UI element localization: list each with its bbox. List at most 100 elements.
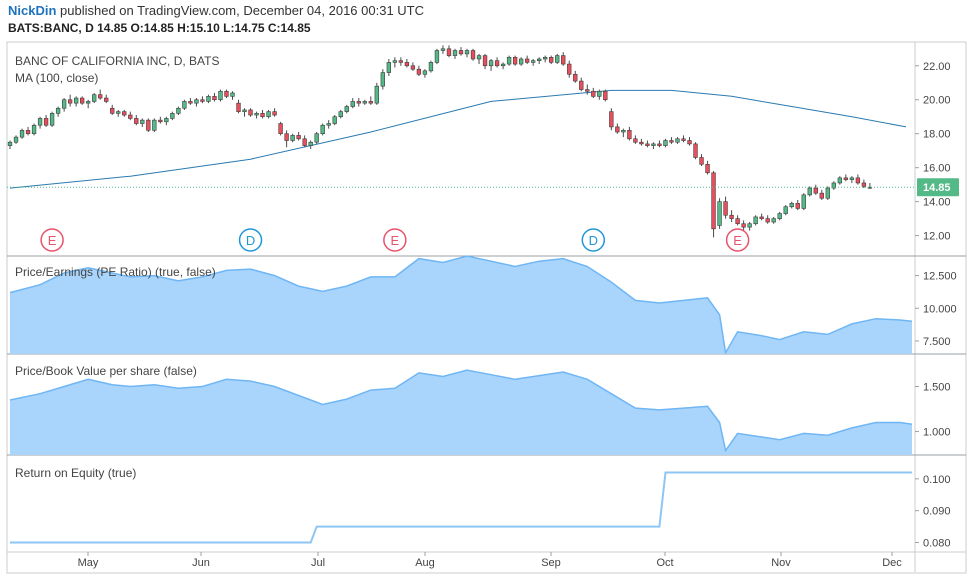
- candle: [110, 104, 115, 116]
- candle-body: [134, 118, 139, 124]
- candle-body: [350, 101, 355, 107]
- candle: [512, 55, 518, 66]
- candle: [753, 215, 758, 226]
- author-link[interactable]: NickDin: [8, 3, 57, 18]
- event-circle: [581, 228, 606, 252]
- candle: [272, 108, 277, 117]
- ma-100-line: [9, 89, 907, 189]
- candle-body: [278, 123, 283, 135]
- candle: [789, 201, 794, 209]
- x-tick-label: Sep: [541, 557, 561, 569]
- y-tick-label: 0.100: [923, 474, 951, 486]
- candle-body: [579, 80, 584, 90]
- price-book-pane[interactable]: 1.500 1.000: [9, 369, 951, 455]
- candle-body: [765, 218, 770, 223]
- candle-body: [212, 96, 217, 101]
- candle: [398, 57, 404, 66]
- candle-body: [747, 223, 752, 228]
- y-tick-label: 0.080: [923, 537, 951, 549]
- publish-line: NickDin published on TradingView.com, De…: [8, 3, 424, 18]
- candle-body: [627, 130, 632, 140]
- roe-pane[interactable]: 0.100 0.090 0.080: [10, 471, 951, 550]
- candle: [627, 126, 632, 141]
- candle: [807, 186, 812, 197]
- pb-pane-title: Price/Book Value per share (false): [15, 364, 197, 378]
- candle-body: [416, 68, 422, 75]
- candle-body: [19, 130, 25, 138]
- candle-body: [681, 138, 686, 141]
- candle: [19, 128, 25, 139]
- y-tick-label: 7.500: [923, 336, 951, 348]
- candle-body: [621, 130, 626, 133]
- candle: [849, 176, 855, 183]
- candle-body: [55, 107, 61, 114]
- candle: [759, 213, 764, 221]
- candle: [783, 205, 788, 216]
- candle-body: [573, 73, 578, 82]
- candle-body: [759, 216, 764, 219]
- event-circle: [40, 228, 64, 252]
- pe-ratio-pane[interactable]: 12.500 10.000 7.500: [9, 255, 957, 355]
- candle-body: [122, 111, 127, 116]
- candle: [7, 140, 13, 149]
- pe-ratio-fill: [10, 256, 912, 354]
- candle-body: [530, 60, 536, 63]
- time-axis[interactable]: May Jun Jul Aug Sep Oct Nov Dec: [78, 552, 903, 569]
- candle-body: [158, 119, 163, 123]
- candle-body: [224, 90, 229, 97]
- candle: [747, 222, 752, 231]
- candle-body: [488, 60, 494, 67]
- candle: [669, 137, 674, 144]
- published-text: published on TradingView.com, December 0…: [60, 3, 425, 18]
- candle-body: [80, 97, 85, 104]
- candle-body: [458, 50, 464, 55]
- candle-body: [482, 55, 488, 67]
- x-tick-label: Nov: [771, 557, 791, 569]
- candle: [13, 135, 19, 144]
- candle-body: [440, 48, 446, 51]
- y-tick-label: 18.00: [923, 129, 951, 141]
- candle: [777, 211, 782, 221]
- event-label: D: [246, 233, 255, 248]
- candle-body: [320, 124, 325, 135]
- candle-body: [849, 177, 855, 180]
- candle: [61, 98, 67, 112]
- candle: [158, 116, 163, 124]
- candle-body: [795, 203, 800, 209]
- candle-body: [398, 60, 404, 63]
- candle: [579, 77, 584, 92]
- candle: [350, 98, 355, 109]
- candle: [374, 82, 379, 105]
- candle-body: [49, 113, 55, 126]
- candle-body: [771, 218, 776, 223]
- candle: [723, 196, 728, 219]
- candle-body: [332, 116, 337, 124]
- candle-body: [861, 182, 867, 187]
- x-tick-label: May: [78, 557, 99, 569]
- candle: [152, 118, 157, 133]
- candle: [573, 70, 578, 83]
- candle-body: [723, 201, 728, 216]
- price-pane[interactable]: 22.00 20.00 18.00 16.00 14.00 12.00 14.85 E D E D E: [7, 45, 959, 252]
- candle-body: [446, 48, 452, 56]
- y-tick-label: 12.00: [923, 231, 951, 243]
- candle-body: [386, 62, 392, 73]
- candle: [615, 123, 620, 134]
- chart-border: [6, 41, 967, 574]
- candle: [639, 138, 644, 146]
- candle-body: [807, 187, 812, 196]
- candle-body: [410, 65, 416, 70]
- candle-body: [296, 135, 301, 140]
- candle-body: [140, 119, 145, 124]
- candle-body: [98, 94, 103, 99]
- candle-body: [464, 50, 470, 55]
- candle: [146, 118, 151, 133]
- candle: [92, 92, 97, 104]
- candle-body: [603, 90, 608, 101]
- y-tick-label: 1.500: [923, 381, 951, 393]
- candle: [314, 132, 319, 144]
- candle: [122, 109, 127, 117]
- candle-body: [236, 102, 241, 112]
- candle-body: [314, 133, 319, 143]
